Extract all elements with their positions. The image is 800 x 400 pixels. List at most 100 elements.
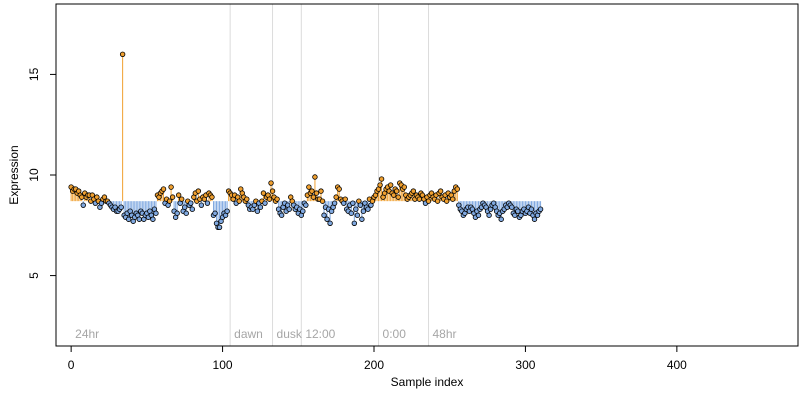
data-point (443, 198, 450, 204)
segment-label: 12:00 (305, 327, 335, 341)
data-point (216, 224, 223, 231)
data-point (387, 182, 394, 188)
data-point (224, 208, 230, 214)
data-point (278, 212, 285, 218)
x-tick-label: 200 (364, 358, 384, 372)
data-point (324, 216, 330, 222)
x-axis-label: Sample index (391, 375, 464, 389)
data-point (125, 216, 132, 222)
data-point (348, 210, 354, 216)
data-point (401, 184, 407, 190)
data-point (182, 204, 188, 210)
data-point (174, 210, 180, 216)
data-point (268, 180, 274, 186)
data-point (274, 196, 280, 202)
data-point (183, 210, 189, 216)
data-points (68, 51, 544, 231)
data-point (434, 198, 441, 204)
data-point (244, 196, 250, 202)
data-point (454, 186, 460, 192)
data-point (318, 188, 324, 194)
data-point (153, 210, 159, 216)
data-point (262, 200, 268, 206)
data-point (354, 212, 361, 218)
data-point (80, 202, 86, 208)
segment-markers (229, 4, 430, 346)
data-point (198, 202, 205, 208)
data-point (303, 202, 309, 208)
data-point (195, 188, 202, 194)
y-tick-label: 15 (27, 67, 41, 81)
y-tick-label: 5 (27, 272, 41, 279)
data-point (79, 194, 85, 200)
data-point (313, 190, 320, 196)
data-point (336, 186, 342, 192)
segment-label: dawn (234, 327, 263, 341)
data-point (333, 194, 339, 200)
data-point (350, 200, 356, 206)
data-point (378, 176, 385, 182)
data-point (310, 194, 317, 200)
data-point (168, 184, 174, 190)
data-point (498, 216, 504, 222)
data-point (390, 192, 397, 198)
x-tick-label: 100 (213, 358, 233, 372)
data-point (437, 188, 444, 194)
axes: 0 100 200 300 400 5 10 15 (27, 67, 687, 372)
data-point (342, 196, 348, 202)
data-point (512, 212, 518, 218)
data-point (119, 51, 126, 57)
data-point (178, 196, 185, 202)
segment-label: 24hr (75, 327, 99, 341)
data-point (365, 206, 371, 212)
data-point (300, 208, 306, 214)
data-point (150, 216, 156, 222)
y-axis-label: Expression (7, 145, 21, 204)
x-tick-label: 400 (667, 358, 687, 372)
data-point (319, 198, 326, 204)
data-point (509, 204, 515, 210)
x-tick-label: 300 (515, 358, 535, 372)
data-point (395, 194, 401, 200)
data-point (450, 196, 456, 202)
data-point (175, 192, 182, 198)
data-point (166, 198, 173, 204)
data-point (269, 188, 276, 194)
data-point (169, 194, 176, 200)
data-point (515, 208, 521, 214)
data-point (353, 206, 359, 212)
data-point (528, 206, 535, 212)
data-point (327, 220, 333, 226)
data-point (189, 206, 195, 212)
data-point (188, 200, 194, 206)
data-point (359, 216, 365, 222)
data-point (257, 204, 264, 210)
data-point (410, 188, 417, 194)
data-point (377, 182, 383, 188)
y-tick-label: 10 (27, 168, 41, 182)
data-point (209, 194, 215, 200)
segment-labels: 24hr dawn dusk 12:00 0:00 48hr (75, 327, 456, 341)
data-point (306, 184, 312, 190)
data-point (266, 196, 273, 202)
data-point (357, 202, 364, 208)
data-point (254, 208, 261, 214)
data-point (160, 186, 167, 192)
data-point (531, 216, 538, 222)
segment-label: 0:00 (383, 327, 407, 341)
data-point (360, 208, 367, 214)
data-point (312, 174, 318, 180)
data-point (286, 206, 292, 212)
data-point (136, 216, 142, 222)
x-tick-label: 0 (68, 358, 75, 372)
segment-label: dusk (277, 327, 303, 341)
data-point (331, 200, 338, 206)
data-point (212, 210, 218, 216)
data-point (204, 200, 211, 206)
data-point (351, 220, 358, 226)
data-point (236, 198, 242, 204)
data-point (260, 190, 267, 196)
data-point (309, 188, 315, 194)
data-point (416, 196, 423, 202)
data-point (537, 206, 544, 212)
